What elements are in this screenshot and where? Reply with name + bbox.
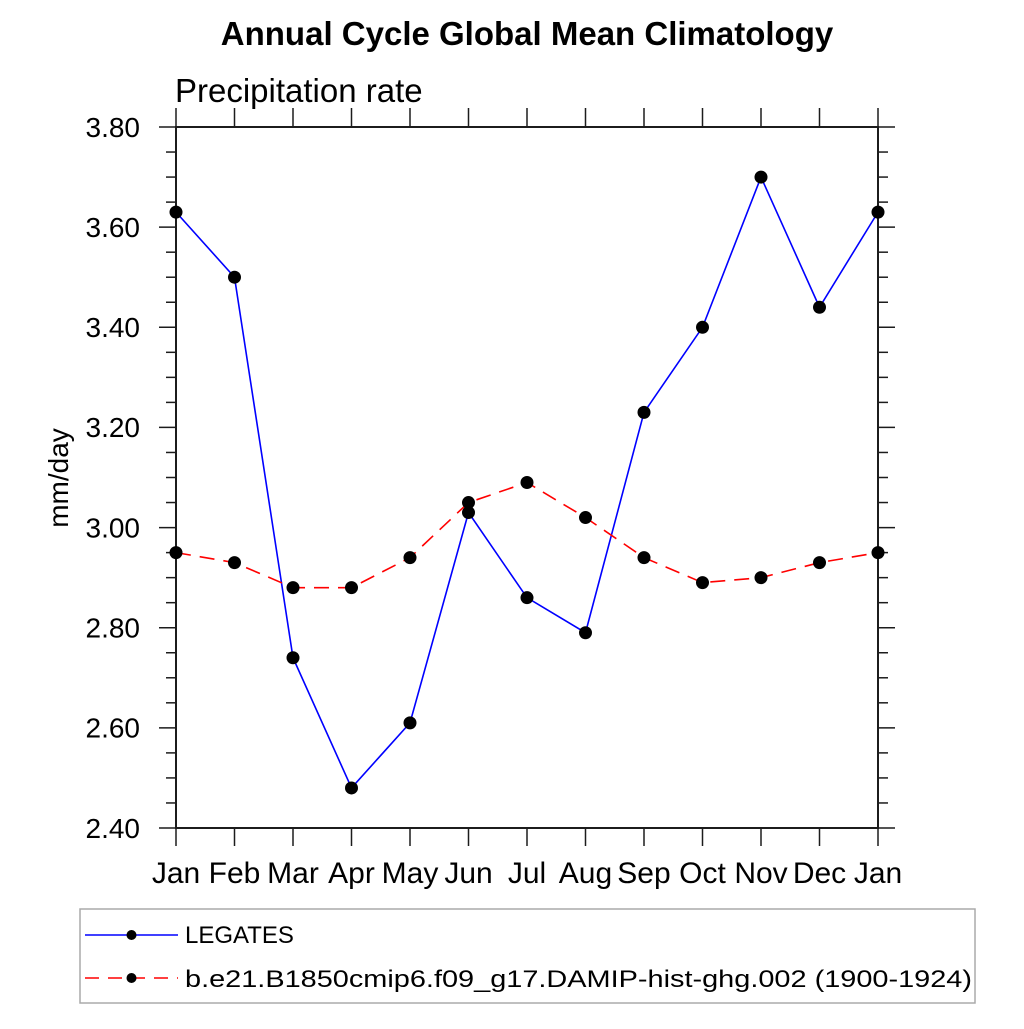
y-tick-label: 3.40 [86,312,141,343]
chart-title: Annual Cycle Global Mean Climatology [221,15,834,52]
data-point-marker [579,511,592,525]
data-point-marker [579,626,592,640]
y-tick-label: 2.40 [86,813,141,844]
data-point-marker [403,551,417,565]
x-tick-label: Jan [854,857,902,890]
chart-subtitle: Precipitation rate [175,72,423,109]
legend-marker-icon [126,930,137,940]
data-point-marker [520,476,534,490]
y-tick-label: 3.00 [86,512,141,543]
legend: LEGATES b.e21.B1850cmip6.f09_g17.DAMIP-h… [79,908,976,1004]
x-tick-label: Jan [152,857,200,890]
x-tick-label: Feb [209,857,261,890]
axes-group: Jan Feb Mar Apr May Jun Jul Aug Sep Oct Nov Dec Jan2… [86,108,902,890]
data-point-marker [813,300,826,314]
y-tick-label: 2.80 [86,613,141,644]
data-point-marker [637,405,651,419]
data-point-marker [754,571,768,585]
x-tick-label: Aug [559,857,612,890]
data-point-marker [871,205,885,219]
data-point-marker [345,581,358,595]
data-point-marker [286,651,300,665]
data-point-marker [286,581,300,595]
legend-marker-icon [126,973,137,983]
series-group [169,170,885,795]
y-axis-label: mm/day [43,428,74,528]
x-tick-label: May [382,857,439,890]
data-point-marker [520,591,534,605]
y-tick-label: 3.60 [86,212,141,243]
x-tick-label: Mar [267,857,319,890]
x-tick-label: Jul [508,857,546,890]
y-tick-label: 3.20 [86,412,141,443]
data-point-marker [813,556,826,570]
x-tick-label: Jun [444,857,492,890]
data-point-marker [696,576,709,590]
legend-label-model: b.e21.B1850cmip6.f09_g17.DAMIP-hist-ghg.… [185,966,972,993]
y-tick-label: 3.80 [86,112,141,143]
data-point-marker [462,506,475,520]
data-point-marker [228,270,241,284]
data-point-marker [169,546,183,560]
data-point-marker [169,205,183,219]
data-point-marker [637,551,651,565]
x-tick-label: Dec [793,857,846,890]
data-point-marker [345,781,358,795]
x-tick-label: Sep [617,857,670,890]
data-point-marker [403,716,417,730]
legend-box [79,908,976,1004]
data-point-marker [871,546,885,560]
x-tick-label: Apr [328,857,375,890]
x-tick-label: Oct [679,857,726,890]
legend-label-legates: LEGATES [185,922,294,949]
data-point-marker [228,556,241,570]
data-point-marker [754,170,768,184]
y-tick-label: 2.60 [86,713,141,744]
data-point-marker [462,496,475,510]
data-point-marker [696,320,709,334]
x-tick-label: Nov [734,857,787,890]
